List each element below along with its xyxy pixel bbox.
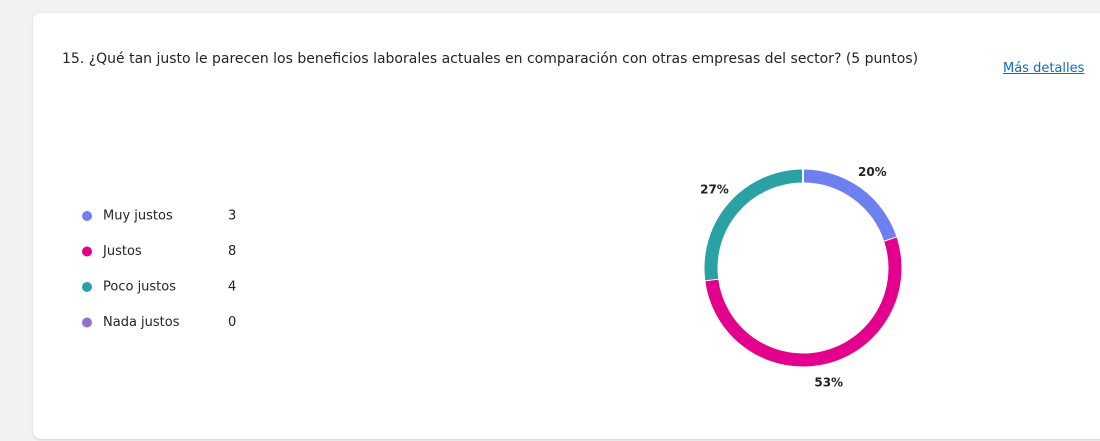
data-label: 53% bbox=[814, 376, 843, 390]
donut-segment bbox=[704, 169, 804, 281]
legend-count: 4 bbox=[228, 280, 236, 295]
more-details-link[interactable]: Más detalles bbox=[1003, 61, 1085, 76]
legend-count: 8 bbox=[228, 244, 236, 259]
legend-dot bbox=[82, 282, 92, 292]
donut-segment bbox=[705, 237, 902, 367]
question-card: 15. ¿Qué tan justo le parecen los benefi… bbox=[33, 13, 1100, 439]
legend-count: 3 bbox=[228, 209, 236, 224]
legend-dot bbox=[82, 211, 92, 221]
legend-dot bbox=[82, 246, 92, 257]
data-label: 20% bbox=[858, 165, 887, 179]
legend-dot bbox=[82, 317, 92, 328]
question-title: 15. ¿Qué tan justo le parecen los benefi… bbox=[62, 51, 919, 67]
donut-segment bbox=[802, 169, 897, 242]
data-label: 27% bbox=[700, 182, 729, 196]
legend-label: Poco justos bbox=[103, 280, 176, 295]
legend-label: Justos bbox=[102, 244, 142, 259]
legend-label: Muy justos bbox=[103, 209, 173, 224]
legend-label: Nada justos bbox=[103, 315, 180, 330]
legend-count: 0 bbox=[228, 315, 236, 330]
